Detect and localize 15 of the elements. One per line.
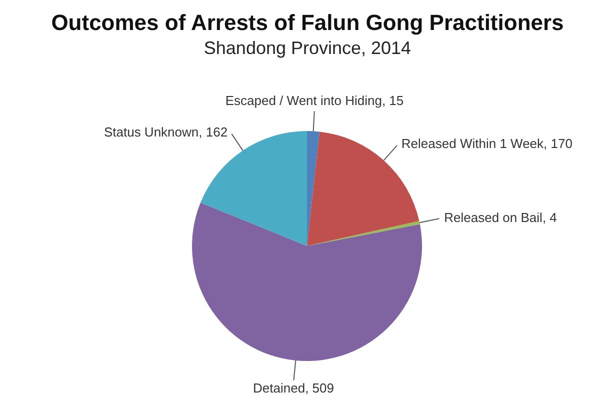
data-label: , 4 bbox=[542, 210, 557, 226]
slice-label: Status Unknown bbox=[104, 124, 199, 140]
data-label: , 170 bbox=[544, 136, 572, 151]
slice-label: Detained bbox=[253, 380, 306, 396]
chart-subtitle: Shandong Province, 2014 bbox=[202, 38, 412, 59]
pie-slice bbox=[307, 131, 320, 246]
slice-label: Released on Bail bbox=[444, 210, 543, 226]
pie-slice bbox=[192, 202, 422, 361]
data-label: , 509 bbox=[305, 380, 334, 396]
data-label: , 162 bbox=[198, 124, 228, 140]
chart-title: Outcomes of Arrests of Falun Gong Practitioners bbox=[50, 10, 565, 36]
slice-label: Escaped / Went into Hiding bbox=[225, 93, 382, 108]
data-label: , 15 bbox=[382, 93, 404, 108]
slice-label: Released Within 1 Week bbox=[401, 136, 544, 151]
pie-slice bbox=[307, 220, 420, 246]
